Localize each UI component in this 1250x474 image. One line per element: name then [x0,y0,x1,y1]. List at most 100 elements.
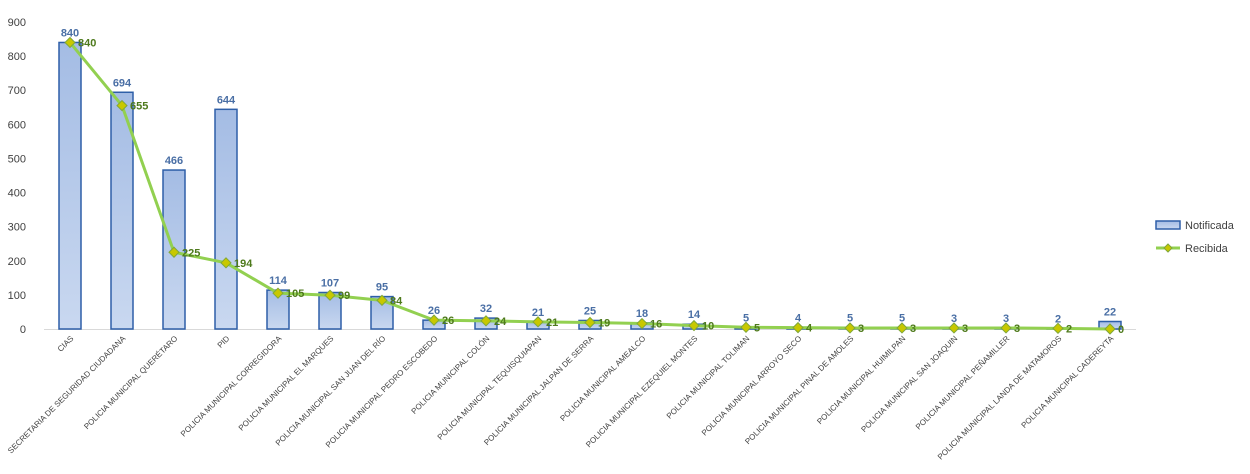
line-data-label: 105 [286,288,304,300]
bar-data-label: 14 [688,309,701,321]
x-tick-label: POLICIA MUNICIPAL SAN JOAQUIN [859,334,959,434]
line-point-recibida [220,257,232,269]
y-tick-label: 700 [8,85,26,97]
line-data-label: 3 [858,323,864,335]
x-tick-label: PID [216,334,232,350]
line-data-label: 24 [494,316,507,328]
y-tick-label: 600 [8,119,26,131]
x-tick-label: POLICIA MUNICIPAL AMEALCO [558,334,647,423]
x-tick-label: POLICIA MUNICIPAL QUERÉTARO [82,334,179,431]
x-tick-label: POLICIA MUNICIPAL PEÑAMILLER [914,334,1012,432]
x-tick-label: POLICIA MUNICIPAL CORREGIDORA [179,334,284,439]
line-point-recibida [324,289,336,301]
line-point-recibida [636,317,648,330]
x-tick-label: POLICIA MUNICIPAL CADEREYTA [1020,334,1116,430]
legend-swatch-notificada [1155,220,1181,230]
line-point-recibida [948,322,960,334]
bar-data-label: 26 [428,305,440,317]
bar-data-label: 114 [269,275,288,287]
x-tick-label: POLICIA MUNICIPAL ARROYO SECO [700,334,804,438]
line-data-label: 655 [130,101,148,113]
x-tick-label: POLICIA MUNICIPAL TOLIMAN [665,334,752,421]
bar-data-label: 5 [899,312,905,324]
legend: Notificada Recibida [1155,220,1235,255]
bar-data-label: 3 [1003,313,1009,325]
y-tick-label: 900 [8,17,26,29]
x-tick-label: POLICIA MUNICIPAL EZEQUIEL MONTES [584,334,699,449]
line-point-recibida [792,321,804,334]
x-tick-label: POLICIA MUNICIPAL SAN JUAN DEL RÍO [274,334,388,448]
bar-data-label: 694 [113,77,132,89]
y-tick-label: 500 [8,153,26,165]
legend-label-notificada: Notificada [1185,220,1235,232]
y-tick-label: 800 [8,51,26,63]
bar-data-label: 466 [165,155,183,167]
bar-notificada [58,41,82,330]
line-data-label: 19 [598,318,610,330]
line-point-recibida [480,315,492,327]
bar-data-label: 644 [217,94,236,106]
bar-data-label: 21 [532,307,544,319]
line-point-recibida [272,287,284,299]
y-tick-label: 400 [8,188,26,200]
bar-data-label: 95 [376,282,388,294]
x-tick-label: POLICIA MUNICIPAL HUIMILPAN [815,334,907,426]
line-point-recibida [1000,322,1012,334]
line-point-recibida [740,321,752,334]
bar-data-label: 5 [743,312,749,324]
line-data-label: 26 [442,315,454,327]
line-data-label: 194 [234,258,253,270]
bar-data-label: 4 [795,313,802,325]
line-data-label: 225 [182,247,200,259]
bar-data-label: 25 [584,305,596,317]
x-tick-label: CIAS [56,334,76,354]
bar-data-label: 107 [321,278,339,290]
bar-data-label: 32 [480,303,492,315]
x-tick-label: POLICIA MUNICIPAL JALPAN DE SERRA [482,334,596,448]
bar-data-label: 5 [847,312,853,324]
y-tick-label: 200 [8,256,26,268]
line-point-recibida [64,36,76,49]
line-data-label: 840 [78,37,96,49]
bar-data-label: 3 [951,313,957,325]
line-point-recibida [376,294,388,307]
bar-series-notificada: 840 694 466 644 114 107 95 26 32 21 25 18 14 5 4 5 5 3 3 22… [58,27,1122,330]
bar-notificada [214,108,238,330]
line-point-recibida [1052,322,1064,335]
line-point-recibida [532,316,544,328]
line-point-recibida [168,246,180,258]
bar-data-label: 22 [1104,306,1116,318]
line-data-label: 3 [1014,323,1020,335]
x-tick-label: SECRETARIA DE SEGURIDAD CIUDADANA [6,334,128,456]
line-point-recibida [428,314,440,326]
x-tick-label: POLICIA MUNICIPAL PINAL DE AMOLES [743,334,855,446]
y-tick-label: 100 [8,290,26,302]
x-tick-label: POLICIA MUNICIPAL PEDRO ESCOBEDO [324,334,439,449]
bar-notificada [110,91,134,330]
line-data-label: 2 [1066,323,1072,335]
y-tick-label: 300 [8,222,26,234]
bar-data-label: 18 [636,308,648,320]
line-point-recibida [1104,323,1116,335]
line-data-label: 99 [338,290,350,302]
line-data-label: 0 [1118,324,1124,336]
line-data-label: 5 [754,322,760,334]
line-point-recibida [896,322,908,334]
line-point-recibida [584,316,596,329]
x-tick-label: POLICIA MUNICIPAL TEQUISQUIAPAN [436,334,544,442]
legend-label-recibida: Recibida [1185,243,1229,255]
line-data-label: 4 [806,323,813,335]
line-data-label: 16 [650,319,662,331]
y-tick-label: 0 [20,324,26,336]
line-data-label: 21 [546,317,558,329]
line-data-label: 10 [702,321,714,333]
line-point-recibida [844,322,856,334]
legend-marker-recibida [1163,243,1173,253]
line-point-recibida [116,99,128,112]
line-data-label: 3 [910,323,916,335]
line-data-label: 84 [390,295,403,307]
